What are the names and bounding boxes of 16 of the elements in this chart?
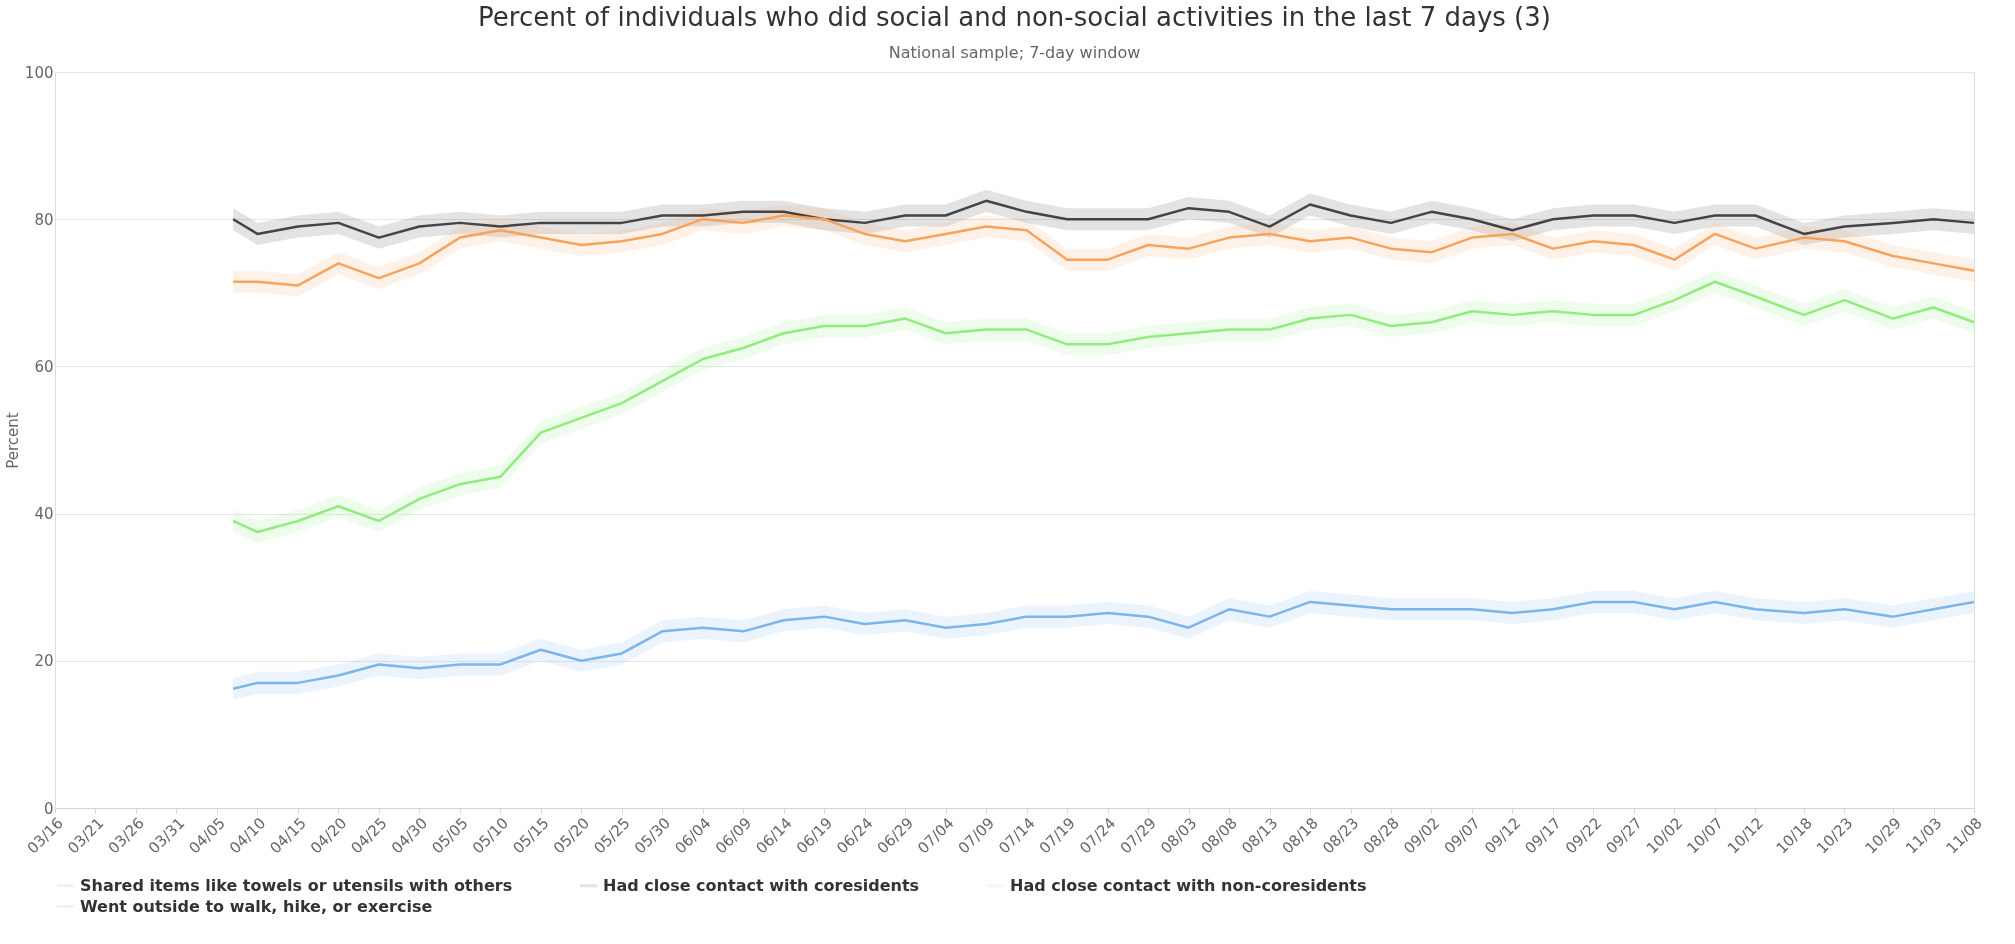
line-series bbox=[231, 214, 1976, 287]
y-tick-label: 100 bbox=[24, 63, 54, 82]
y-tick-label: 0 bbox=[43, 799, 54, 818]
line-series bbox=[231, 600, 1976, 691]
y-axis-title: Percent bbox=[3, 412, 22, 469]
legend-label: Had close contact with non-coresidents bbox=[1010, 875, 1367, 895]
legend-label: Went outside to walk, hike, or exercise bbox=[80, 896, 433, 916]
y-tick-label: 20 bbox=[34, 652, 54, 671]
y-tick-label: 60 bbox=[34, 357, 54, 376]
y-tick-label: 80 bbox=[34, 210, 54, 229]
chart-subtitle: National sample; 7-day window bbox=[888, 43, 1141, 62]
chart-title: Percent of individuals who did social and non-social activities in the last 7 days (3) bbox=[478, 2, 1551, 32]
legend-label: Had close contact with coresidents bbox=[603, 875, 920, 895]
legend-label: Shared items like towels or utensils with others bbox=[80, 875, 513, 895]
y-tick-label: 40 bbox=[34, 505, 54, 524]
line-series bbox=[231, 199, 1976, 239]
